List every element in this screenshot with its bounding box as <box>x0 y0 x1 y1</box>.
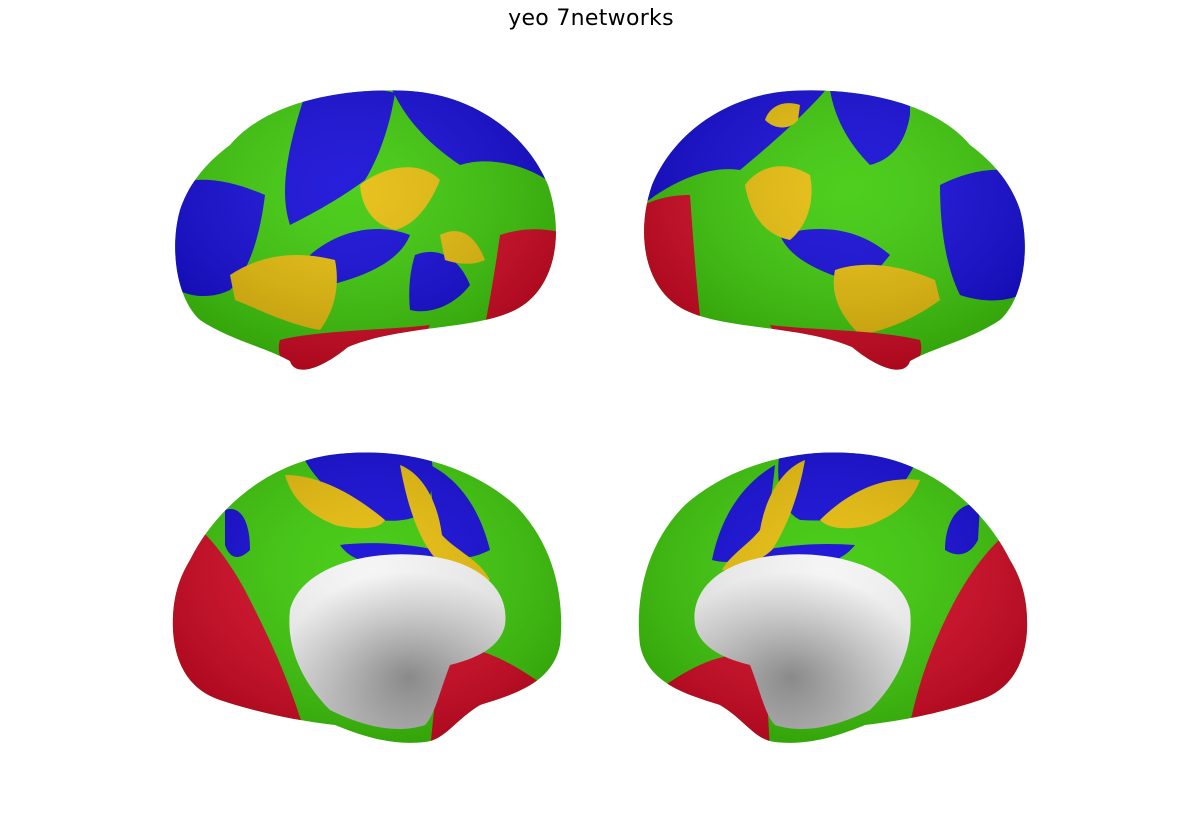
brain-right-lateral-view <box>644 90 1025 370</box>
brain-right-medial-view <box>638 452 1028 743</box>
figure-title: yeo 7networks <box>508 6 674 31</box>
brain-left-lateral-view <box>175 90 556 370</box>
brain-left-medial-view <box>172 452 562 743</box>
